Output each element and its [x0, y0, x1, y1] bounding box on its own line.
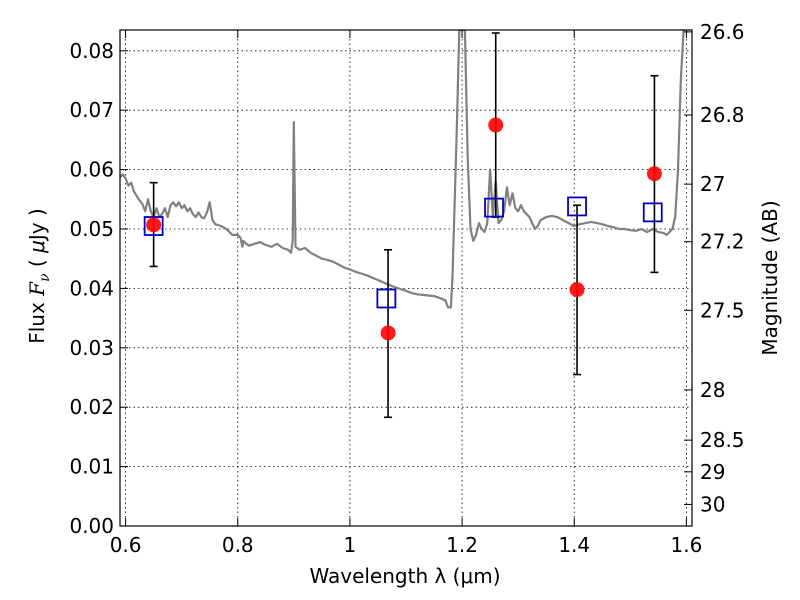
y-axis-label-part: Flux: [25, 296, 49, 344]
y-axis-label-part: μ: [25, 240, 49, 254]
model-flux-square: [376, 288, 397, 309]
y-tick-label: 0.06: [69, 158, 114, 182]
y2-tick-label: 27.5: [700, 298, 745, 322]
plot-frame: [119, 29, 693, 527]
x-tick-label: 1.4: [558, 533, 590, 557]
x-tick-label: 1.6: [670, 533, 702, 557]
observed-flux-point: [380, 325, 396, 341]
y2-axis-label: Magnitude (AB): [758, 200, 782, 355]
y-tick-label: 0.00: [69, 514, 114, 538]
y-tick-label: 0.02: [69, 395, 114, 419]
x-tick-label: 0.6: [110, 533, 142, 557]
y2-tick-label: 29: [700, 460, 725, 484]
x-tick-label: 0.8: [222, 533, 254, 557]
y-tick-label: 0.07: [69, 98, 114, 122]
y-tick-label: 0.04: [69, 276, 114, 300]
x-tick-label: 1.2: [446, 533, 478, 557]
y-axis-label: Flux Fν ( μJy ): [25, 208, 53, 344]
y2-tick-label: 26.8: [700, 103, 745, 127]
y2-tick-label: 27: [700, 172, 725, 196]
model-flux-square: [143, 216, 164, 236]
y2-tick-label: 28: [700, 378, 725, 402]
axis-ticks: 0.6 0.8 1 1.2 1.4 1.6 0.00 0.01 0.02 0.03 0.04 0.05…: [69, 20, 744, 557]
plot-area: [120, 30, 685, 419]
y-tick-label: 0.01: [69, 455, 114, 479]
observed-flux-point: [569, 282, 585, 298]
observed-flux-point: [488, 117, 504, 133]
y-tick-label: 0.03: [69, 336, 114, 360]
y-axis-label-part: Jy ): [25, 208, 49, 242]
y2-tick-label: 26.6: [700, 20, 745, 44]
y-tick-label: 0.08: [69, 39, 114, 63]
model-flux-square: [567, 196, 587, 217]
x-tick-label: 1: [344, 533, 357, 557]
x-axis-label: Wavelength λ (μm): [309, 564, 500, 588]
model-sed-line: [120, 30, 685, 309]
y-axis-label-part: ν: [37, 273, 53, 282]
y-tick-label: 0.05: [69, 217, 114, 241]
observed-flux-point: [146, 217, 162, 233]
y-axis-label-part: (: [25, 253, 49, 274]
y2-tick-label: 27.2: [700, 230, 745, 254]
model-flux-square: [642, 202, 663, 223]
y2-tick-label: 30: [700, 492, 725, 516]
y2-tick-label: 28.5: [700, 428, 745, 452]
model-flux-square: [484, 197, 504, 218]
observed-flux-point: [646, 166, 662, 182]
y-axis-label-part: F: [25, 281, 49, 297]
